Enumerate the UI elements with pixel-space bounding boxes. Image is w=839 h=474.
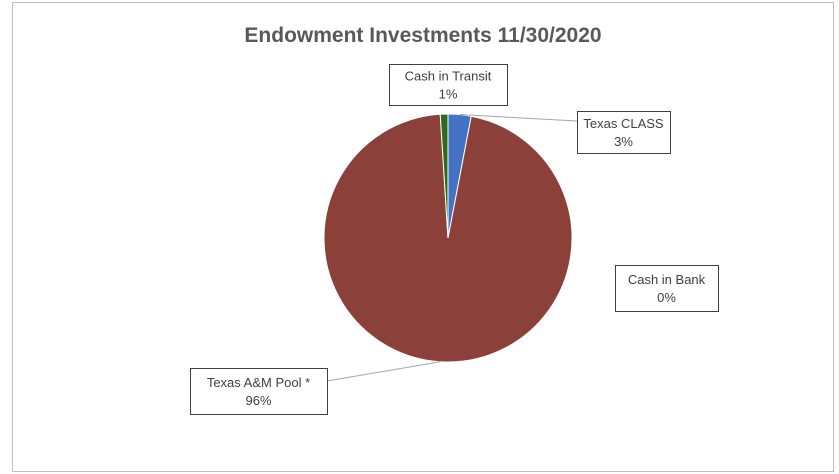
data-label-value-texas-a-m-pool: 96% <box>245 393 271 408</box>
data-label-name-texas-a-m-pool: Texas A&M Pool * <box>207 375 310 390</box>
data-label-box-texas-a-m-pool <box>190 368 328 415</box>
data-label-name-cash-in-bank: Cash in Bank <box>628 272 706 287</box>
data-label-value-cash-in-transit: 1% <box>439 87 458 102</box>
data-label-value-texas-class: 3% <box>614 134 633 149</box>
data-label-box-texas-class <box>577 111 671 154</box>
data-label-value-cash-in-bank: 0% <box>657 290 676 305</box>
leader-line-texas-a-m-pool <box>326 361 441 382</box>
data-label-name-cash-in-transit: Cash in Transit <box>405 69 492 84</box>
data-label-box-cash-in-transit <box>389 64 508 106</box>
data-label-name-texas-class: Texas CLASS <box>583 116 664 131</box>
chart-title: Endowment Investments 11/30/2020 <box>244 24 602 47</box>
pie-slice-texas-a-m-pool <box>323 113 573 363</box>
leader-line-texas-class <box>459 114 578 122</box>
data-label-box-cash-in-bank <box>615 265 719 312</box>
pie-slice-cash-in-transit <box>439 113 449 239</box>
